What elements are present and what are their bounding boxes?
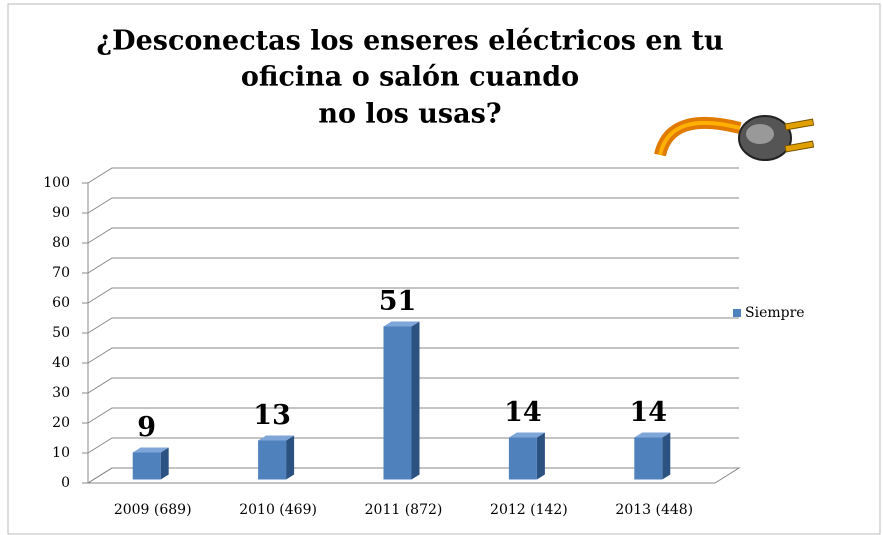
bar-top bbox=[634, 432, 671, 438]
y-tick-label: 0 bbox=[61, 475, 70, 491]
grid-line bbox=[87, 167, 739, 184]
value-label: 13 bbox=[253, 400, 291, 431]
bar-top bbox=[132, 447, 169, 453]
value-label: 51 bbox=[379, 286, 417, 317]
bar-side bbox=[411, 321, 420, 480]
grid-line bbox=[87, 257, 739, 274]
bar bbox=[132, 452, 161, 480]
y-tick-label: 20 bbox=[52, 415, 70, 431]
y-tick-label: 50 bbox=[52, 325, 70, 341]
chart-title: no los usas? bbox=[318, 99, 501, 130]
y-tick-label: 100 bbox=[43, 175, 70, 191]
legend-label: Siempre bbox=[745, 305, 805, 321]
grid-line bbox=[87, 227, 739, 244]
bar-side bbox=[286, 435, 295, 480]
bar-top bbox=[383, 321, 420, 327]
chart-frame bbox=[7, 3, 881, 535]
y-tick-label: 10 bbox=[52, 445, 70, 461]
y-tick-label: 70 bbox=[52, 265, 70, 281]
grid-line bbox=[87, 347, 739, 364]
bar bbox=[634, 437, 663, 480]
plug-icon bbox=[654, 115, 815, 161]
chart-title: ¿Desconectas los enseres eléctricos en t… bbox=[96, 26, 723, 57]
grid-line bbox=[87, 197, 739, 214]
bar-side bbox=[536, 432, 545, 480]
bar-side bbox=[160, 447, 169, 480]
y-tick-label: 60 bbox=[52, 295, 70, 311]
y-tick-label: 40 bbox=[52, 355, 70, 371]
y-tick-label: 90 bbox=[52, 205, 70, 221]
bar bbox=[508, 437, 537, 480]
legend-swatch bbox=[733, 309, 741, 317]
value-label: 14 bbox=[630, 397, 668, 428]
grid-line bbox=[87, 287, 739, 304]
bar-top bbox=[508, 432, 545, 438]
bar bbox=[383, 326, 412, 480]
bar bbox=[258, 440, 287, 480]
bar-side bbox=[662, 432, 671, 480]
x-tick-label: 2009 (689) bbox=[114, 502, 192, 518]
chart-title: oficina o salón cuando bbox=[241, 62, 579, 93]
grid-line bbox=[87, 317, 739, 334]
value-label: 9 bbox=[137, 412, 156, 443]
x-tick-label: 2012 (142) bbox=[490, 502, 568, 518]
y-tick-label: 30 bbox=[52, 385, 70, 401]
x-tick-label: 2010 (469) bbox=[239, 502, 317, 518]
grid-line bbox=[87, 407, 739, 424]
x-tick-label: 2013 (448) bbox=[615, 502, 693, 518]
grid-line bbox=[87, 377, 739, 394]
bar-top bbox=[258, 435, 295, 441]
value-label: 14 bbox=[504, 397, 542, 428]
y-tick-label: 80 bbox=[52, 235, 70, 251]
x-tick-label: 2011 (872) bbox=[365, 502, 443, 518]
